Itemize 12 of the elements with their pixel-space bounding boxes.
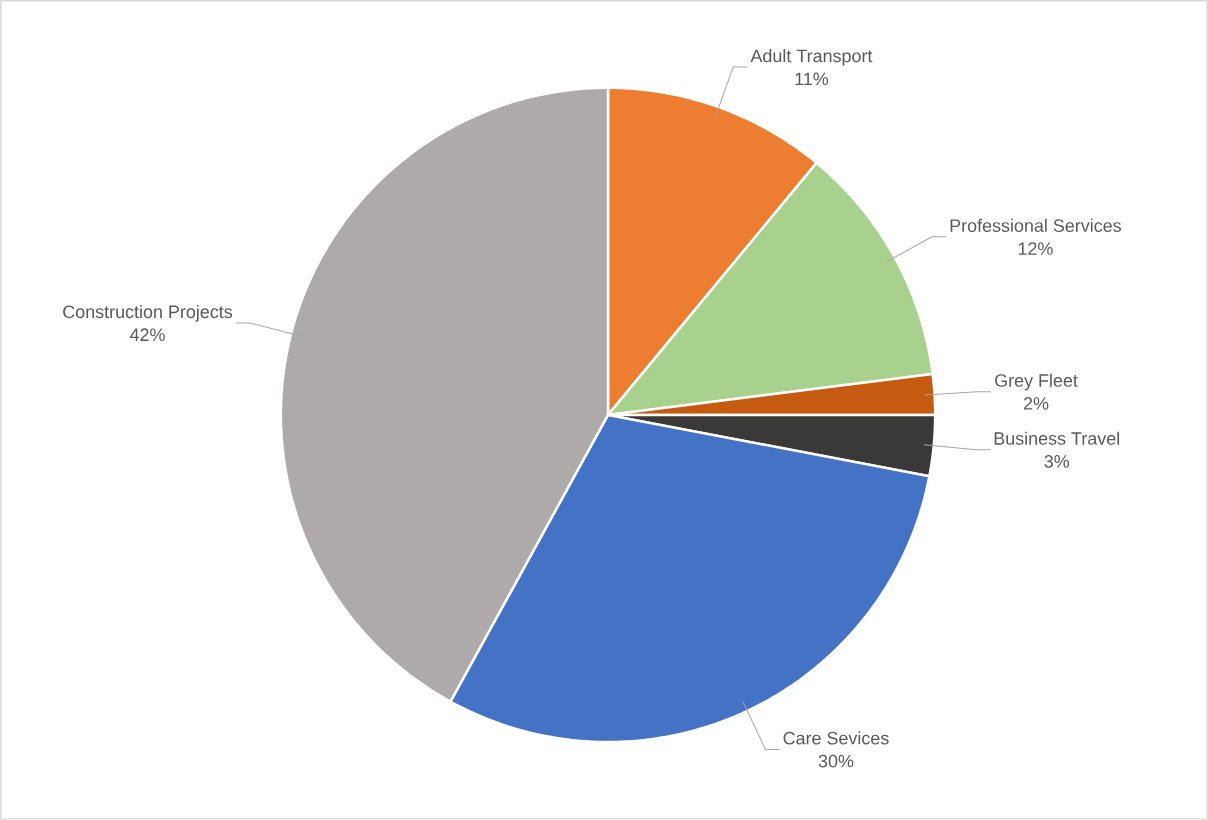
data-label: 12% — [1018, 242, 1053, 255]
data-label: 30% — [818, 754, 854, 768]
slice-label: Business Travel — [994, 431, 1119, 445]
slice-label: Grey Fleet — [995, 373, 1078, 391]
slice-label: Care Sevices — [783, 731, 889, 745]
data-label: 3% — [1044, 455, 1070, 468]
slice-label: Professional Services — [950, 218, 1121, 233]
slice-label: Construction Projects — [63, 305, 233, 322]
data-label: 11% — [795, 72, 829, 86]
slice-label: Adult Transport — [750, 49, 873, 66]
data-label: 42% — [129, 328, 165, 342]
data-label: 2% — [1023, 397, 1049, 410]
